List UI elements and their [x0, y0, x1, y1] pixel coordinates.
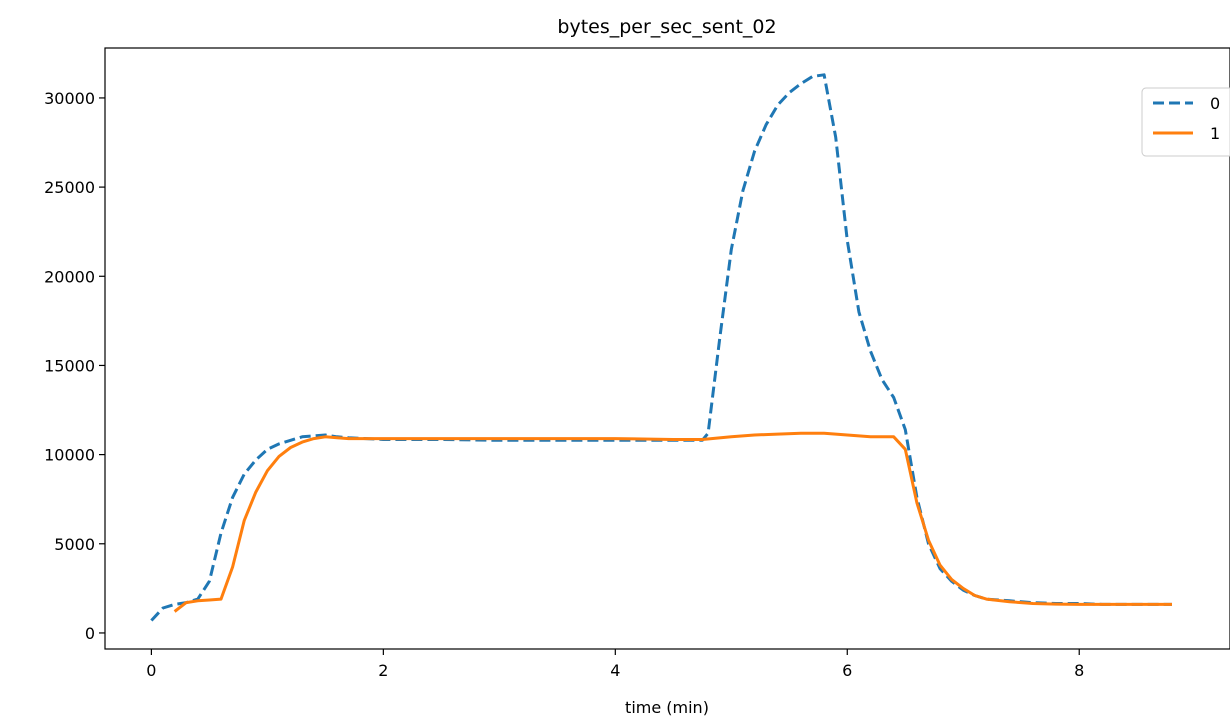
x-axis-label: time (min)	[625, 698, 709, 717]
y-tick-label: 10000	[44, 446, 95, 465]
legend: 01	[1141, 87, 1230, 157]
y-tick-label: 5000	[54, 535, 95, 554]
x-tick-label: 6	[842, 661, 852, 680]
legend-box	[1141, 87, 1230, 157]
y-tick-label: 0	[85, 624, 95, 643]
series-line-1	[173, 431, 1172, 613]
y-tick-label: 30000	[44, 89, 95, 108]
y-tick-label: 15000	[44, 356, 95, 375]
plot-area	[105, 48, 1230, 649]
legend-label-1: 1	[1210, 124, 1220, 143]
legend-label-0: 0	[1210, 94, 1220, 113]
series-line-0	[150, 73, 1172, 622]
y-tick-label: 20000	[44, 267, 95, 286]
y-axis: 0 5000 10000 15000 20000 25000 30000	[44, 89, 105, 643]
x-axis: 0 2 4 6 8	[146, 649, 1084, 680]
plot-frame	[104, 47, 1230, 650]
y-tick-label: 25000	[44, 178, 95, 197]
x-tick-label: 0	[146, 661, 156, 680]
x-tick-label: 2	[378, 661, 388, 680]
series-layer	[150, 73, 1172, 622]
chart-title: bytes_per_sec_sent_02	[557, 16, 776, 38]
x-tick-label: 4	[610, 661, 620, 680]
x-tick-label: 8	[1074, 661, 1084, 680]
